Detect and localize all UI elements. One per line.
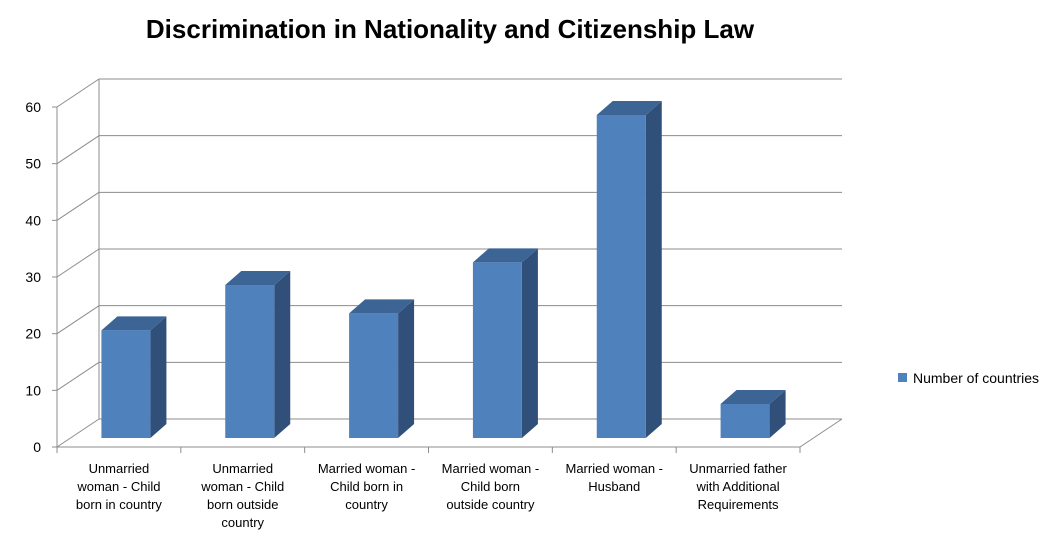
bar	[225, 285, 275, 438]
category-label: Unmarried father with Additional Requireme…	[679, 460, 797, 514]
gridline-side	[56, 418, 100, 448]
y-tick-label: 0	[33, 439, 41, 455]
bar-side	[769, 390, 786, 438]
category-label-line: Married woman -	[441, 461, 540, 476]
bar	[596, 115, 646, 438]
bar	[472, 262, 522, 438]
bar	[101, 330, 151, 438]
gridline-side	[56, 191, 100, 221]
category-label-line: outside country	[446, 497, 535, 512]
y-tick-label: 10	[25, 382, 41, 398]
legend-swatch	[898, 373, 907, 382]
bar-side	[398, 299, 415, 438]
bar-top	[225, 271, 291, 285]
gridline-side	[56, 78, 100, 108]
bar-top	[349, 299, 415, 314]
category-label-line: Married woman -	[317, 461, 416, 476]
category-label-line: Unmarried father	[689, 461, 787, 476]
category-label-line: with Additional	[696, 479, 780, 494]
bar-top	[472, 248, 538, 263]
legend: Number of countries	[898, 370, 1039, 386]
gridline-side	[56, 361, 100, 391]
gridline-side	[56, 305, 100, 335]
category-label-line: Unmarried	[88, 461, 150, 476]
floor-edge	[799, 418, 843, 448]
category-label-line: Child born in	[330, 479, 404, 494]
category-label-line: woman - Child	[201, 479, 285, 494]
bar-side	[521, 248, 538, 438]
y-tick-label: 20	[25, 326, 41, 342]
category-label-line: Requirements	[697, 497, 779, 512]
category-label-line: country	[345, 497, 388, 512]
category-label: Married woman - Husband	[555, 460, 673, 496]
category-label: Married woman - Child born outside country	[431, 460, 549, 514]
category-label: Unmarried woman - Child born outside countr…	[184, 460, 302, 532]
bar-side	[274, 271, 291, 438]
category-label-line: Child born	[460, 479, 521, 494]
chart-title: Discrimination in Nationality and Citize…	[145, 14, 755, 44]
category-label-line: born in country	[75, 497, 162, 512]
category-label-line: Unmarried	[212, 461, 274, 476]
y-tick-label: 30	[25, 269, 41, 285]
category-label: Married woman - Child born in country	[308, 460, 426, 514]
category-label-line: country	[221, 515, 265, 530]
legend-label: Number of countries	[913, 370, 1040, 386]
bar-top	[596, 101, 662, 115]
y-tick-label: 60	[25, 99, 41, 115]
bar-side	[645, 101, 662, 438]
gridline-side	[56, 248, 100, 278]
bar-side	[150, 316, 167, 438]
category-label-line: woman - Child	[77, 479, 161, 494]
category-label-line: Married woman -	[565, 461, 664, 476]
gridline-side	[56, 135, 100, 165]
bar-top	[720, 390, 786, 404]
category-label: Unmarried woman - Child born in country	[60, 460, 178, 514]
category-label-line: born outside	[206, 497, 279, 512]
category-label-line: Husband	[588, 479, 641, 494]
y-tick-label: 40	[25, 212, 41, 228]
bar	[720, 404, 770, 438]
y-tick-label: 50	[25, 156, 41, 172]
bar	[349, 313, 399, 438]
bar-top	[101, 316, 167, 331]
